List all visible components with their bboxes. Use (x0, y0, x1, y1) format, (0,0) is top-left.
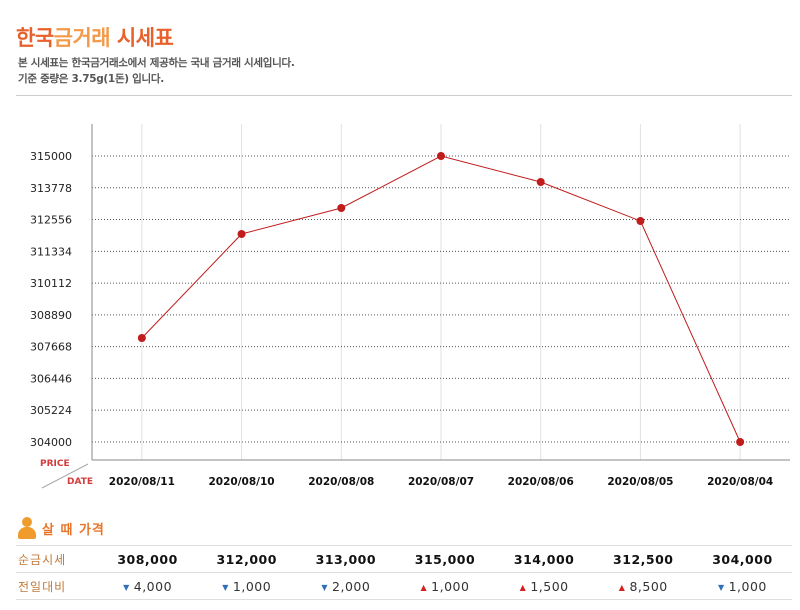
x-tick-label: 2020/08/07 (408, 476, 474, 488)
page-title: 한국금거래 시세표 (16, 22, 174, 52)
buy-price-header: 살 때 가격 (16, 516, 105, 540)
price-cell: 314,000 (494, 545, 594, 573)
price-table: 순금시세 308,000 312,000 313,000 315,000 314,000… (16, 545, 792, 600)
x-tick-label: 2020/08/05 (607, 476, 673, 488)
x-tick-label: 2020/08/04 (707, 476, 773, 488)
y-tick-label: 308890 (30, 309, 72, 322)
y-tick-label: 313778 (30, 182, 72, 195)
y-tick-label: 311334 (30, 245, 72, 258)
change-cell: ▼ 4,000 (98, 572, 198, 600)
title-part-3: 시세표 (110, 26, 174, 50)
data-point (736, 438, 745, 446)
y-tick-label: 312556 (30, 214, 72, 227)
arrow-up-icon: ▲ (420, 582, 428, 592)
y-tick-label: 315000 (30, 150, 72, 163)
price-cell: 312,000 (197, 545, 297, 573)
x-tick-label: 2020/08/06 (508, 476, 574, 488)
price-row: 순금시세 308,000 312,000 313,000 315,000 314,000… (16, 545, 792, 573)
arrow-up-icon: ▲ (618, 582, 626, 592)
change-cell: ▲ 1,000 (395, 572, 495, 600)
arrow-down-icon: ▼ (222, 582, 229, 592)
price-cell: 312,500 (593, 545, 693, 573)
change-value: 8,500 (629, 578, 668, 594)
price-cell: 313,000 (296, 545, 396, 573)
change-row-label: 전일대비 (16, 572, 98, 600)
price-row-label: 순금시세 (16, 545, 98, 573)
arrow-down-icon: ▼ (321, 582, 329, 592)
price-line-chart: 315000 313778 312556 311334 310112 308890 3076… (30, 124, 790, 489)
description-line-2: 기준 중량은 3.75g(1돈) 입니다. (18, 73, 164, 85)
data-point (237, 230, 246, 238)
data-point (636, 217, 645, 225)
y-tick-label: 306446 (30, 372, 72, 385)
change-value: 1,500 (530, 578, 569, 594)
title-part-2: 금거래 (53, 26, 111, 50)
data-point (536, 178, 545, 186)
arrow-down-icon: ▼ (123, 582, 130, 592)
change-value: 1,000 (232, 578, 272, 594)
x-tick-label: 2020/08/11 (109, 476, 175, 488)
change-cell: ▼ 2,000 (296, 572, 396, 600)
description-line-1: 본 시세표는 한국금거래소에서 제공하는 국내 금거래 시세입니다. (18, 57, 295, 69)
y-tick-label: 305224 (30, 404, 72, 417)
change-row: 전일대비 ▼ 4,000 ▼ 1,000 ▼ 2,000 ▲ 1,000 ▲ 1,500 ▲ 8,50… (16, 572, 792, 600)
price-cell: 308,000 (98, 545, 198, 573)
data-point (437, 152, 445, 160)
change-value: 2,000 (332, 578, 371, 594)
y-tick-label: 307668 (30, 341, 72, 354)
corner-divider (41, 463, 89, 489)
change-cell: ▲ 8,500 (593, 572, 693, 600)
arrow-down-icon: ▼ (717, 582, 725, 592)
data-point (337, 204, 346, 212)
y-tick-label: 310112 (30, 277, 72, 290)
title-part-1: 한국 (16, 26, 54, 50)
change-value: 1,000 (728, 578, 767, 594)
header-divider (16, 95, 792, 96)
change-value: 1,000 (431, 578, 470, 594)
data-point (137, 334, 146, 342)
person-icon (16, 517, 38, 539)
price-cell: 315,000 (395, 545, 495, 573)
buy-price-title: 살 때 가격 (42, 522, 105, 538)
y-axis-label: PRICE (40, 459, 70, 469)
arrow-up-icon: ▲ (519, 582, 527, 592)
price-cell: 304,000 (692, 545, 792, 573)
change-cell: ▼ 1,000 (692, 572, 792, 600)
x-axis-label: DATE (67, 477, 93, 487)
change-value: 4,000 (133, 578, 173, 594)
x-tick-label: 2020/08/08 (308, 476, 374, 488)
change-cell: ▼ 1,000 (197, 572, 297, 600)
change-cell: ▲ 1,500 (494, 572, 594, 600)
y-tick-label: 304000 (30, 436, 72, 449)
x-tick-label: 2020/08/10 (209, 476, 275, 488)
